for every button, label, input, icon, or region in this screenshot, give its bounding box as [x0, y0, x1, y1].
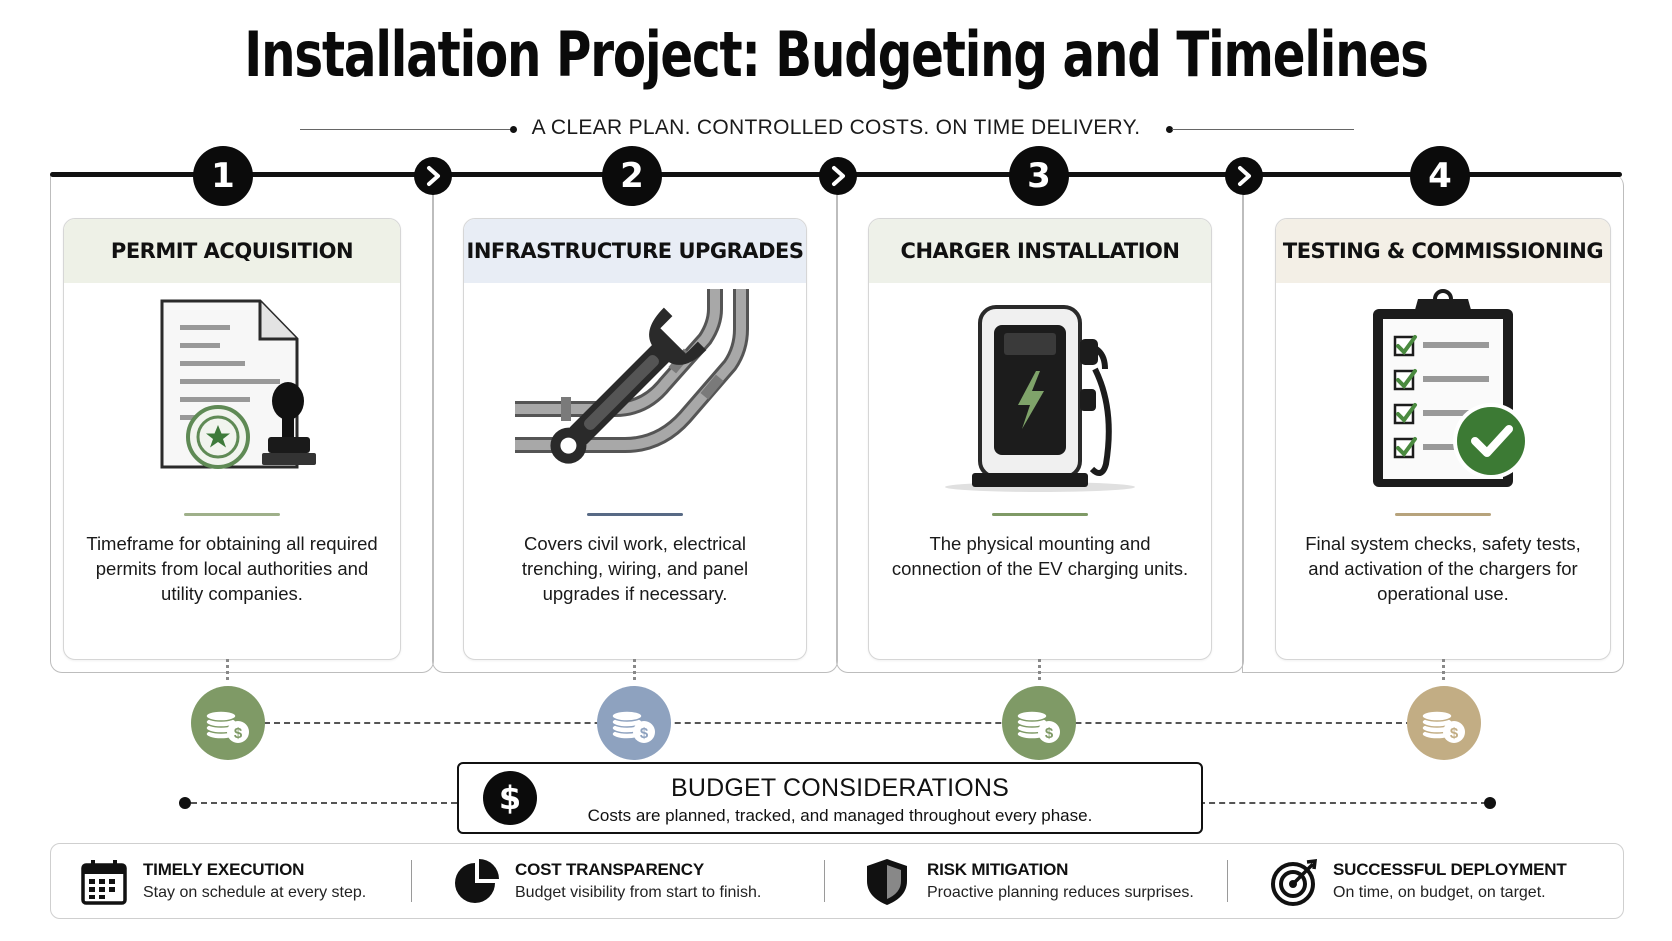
chevron-right-icon [414, 157, 452, 195]
budget-dashed-line [264, 722, 1412, 724]
step-card-title: PERMIT ACQUISITION [64, 219, 400, 283]
dollar-icon: $ [483, 771, 537, 825]
step-card-description: Timeframe for obtaining all required per… [86, 533, 378, 604]
benefits-footer: TIMELY EXECUTION Stay on schedule at eve… [50, 843, 1624, 919]
permit-document-stamp-icon [64, 289, 400, 659]
step-frame-1 [50, 174, 434, 673]
step-card-3: CHARGER INSTALLATION The physical mounti… [868, 218, 1212, 660]
benefit-subtitle: Proactive planning reduces surprises. [927, 884, 1194, 901]
coin-stack-icon: $ [191, 686, 265, 760]
card-accent-rule [184, 513, 280, 516]
card-connector [633, 659, 636, 681]
card-connector [1038, 659, 1041, 681]
card-accent-rule [992, 513, 1088, 516]
step-number-3: 3 [1009, 146, 1069, 206]
budget-dashed-line-left [191, 802, 457, 804]
checklist-clipboard-icon [1276, 289, 1610, 659]
card-connector [226, 659, 229, 681]
benefit-title: SUCCESSFUL DEPLOYMENT [1333, 860, 1567, 879]
shield-icon [863, 857, 915, 907]
subtitle-dot-left [510, 126, 517, 133]
chevron-right-icon [1225, 157, 1263, 195]
card-connector [1442, 659, 1445, 681]
step-card-title: CHARGER INSTALLATION [869, 219, 1211, 283]
svg-text:$: $ [640, 725, 649, 742]
footer-divider [824, 860, 825, 902]
benefit-title: RISK MITIGATION [927, 860, 1069, 879]
step-card-description: The physical mounting and connection of … [891, 533, 1189, 579]
svg-text:$: $ [234, 725, 243, 742]
benefit-title: TIMELY EXECUTION [143, 860, 305, 879]
step-card-2: INFRASTRUCTURE UPGRADES Covers civil wor… [463, 218, 807, 660]
card-accent-rule [587, 513, 683, 516]
step-number-1: 1 [193, 146, 253, 206]
footer-divider [411, 860, 412, 902]
timeline-end-dot [1484, 797, 1496, 809]
coin-stack-icon: $ [597, 686, 671, 760]
step-card-description: Covers civil work, electrical trenching,… [521, 533, 749, 604]
svg-text:$: $ [1450, 725, 1459, 742]
page-title: Installation Project: Budgeting and Time… [244, 18, 1429, 91]
step-frame-4 [1242, 174, 1624, 673]
timeline-end-dot [179, 797, 191, 809]
step-number-2: 2 [602, 146, 662, 206]
footer-divider [1227, 860, 1228, 902]
svg-text:$: $ [499, 779, 521, 817]
step-card-4: TESTING & COMMISSIONING [1275, 218, 1611, 660]
benefit-title: COST TRANSPARENCY [515, 860, 704, 879]
step-card-description: Final system checks, safety tests, and a… [1305, 533, 1581, 604]
target-icon [1269, 857, 1321, 907]
step-card-title: TESTING & COMMISSIONING [1276, 219, 1610, 283]
subtitle-rule-left [300, 129, 514, 130]
step-card-1: PERMIT ACQUISITION Timeframe for obtaini… [63, 218, 401, 660]
budget-dashed-line-right [1199, 802, 1487, 804]
budget-title: BUDGET CONSIDERATIONS [670, 774, 1010, 802]
step-card-title: INFRASTRUCTURE UPGRADES [464, 219, 806, 283]
calendar-icon [79, 857, 131, 907]
subtitle-dot-right [1166, 126, 1173, 133]
chevron-right-icon [819, 157, 857, 195]
page-subtitle: A CLEAR PLAN. CONTROLLED COSTS. ON TIME … [531, 116, 1141, 139]
coin-stack-icon: $ [1407, 686, 1481, 760]
benefit-subtitle: On time, on budget, on target. [1333, 884, 1546, 901]
card-accent-rule [1395, 513, 1491, 516]
svg-text:$: $ [1045, 725, 1054, 742]
coin-stack-icon: $ [1002, 686, 1076, 760]
budget-considerations-box: $ BUDGET CONSIDERATIONS Costs are planne… [457, 762, 1203, 834]
benefit-subtitle: Budget visibility from start to finish. [515, 884, 762, 901]
step-number-4: 4 [1410, 146, 1470, 206]
budget-subtitle: Costs are planned, tracked, and managed … [587, 806, 1093, 825]
subtitle-rule-right [1172, 129, 1354, 130]
ev-charger-icon [869, 289, 1211, 659]
wrench-pipes-icon [464, 289, 806, 659]
benefit-subtitle: Stay on schedule at every step. [143, 884, 367, 901]
pie-chart-icon [451, 857, 503, 907]
